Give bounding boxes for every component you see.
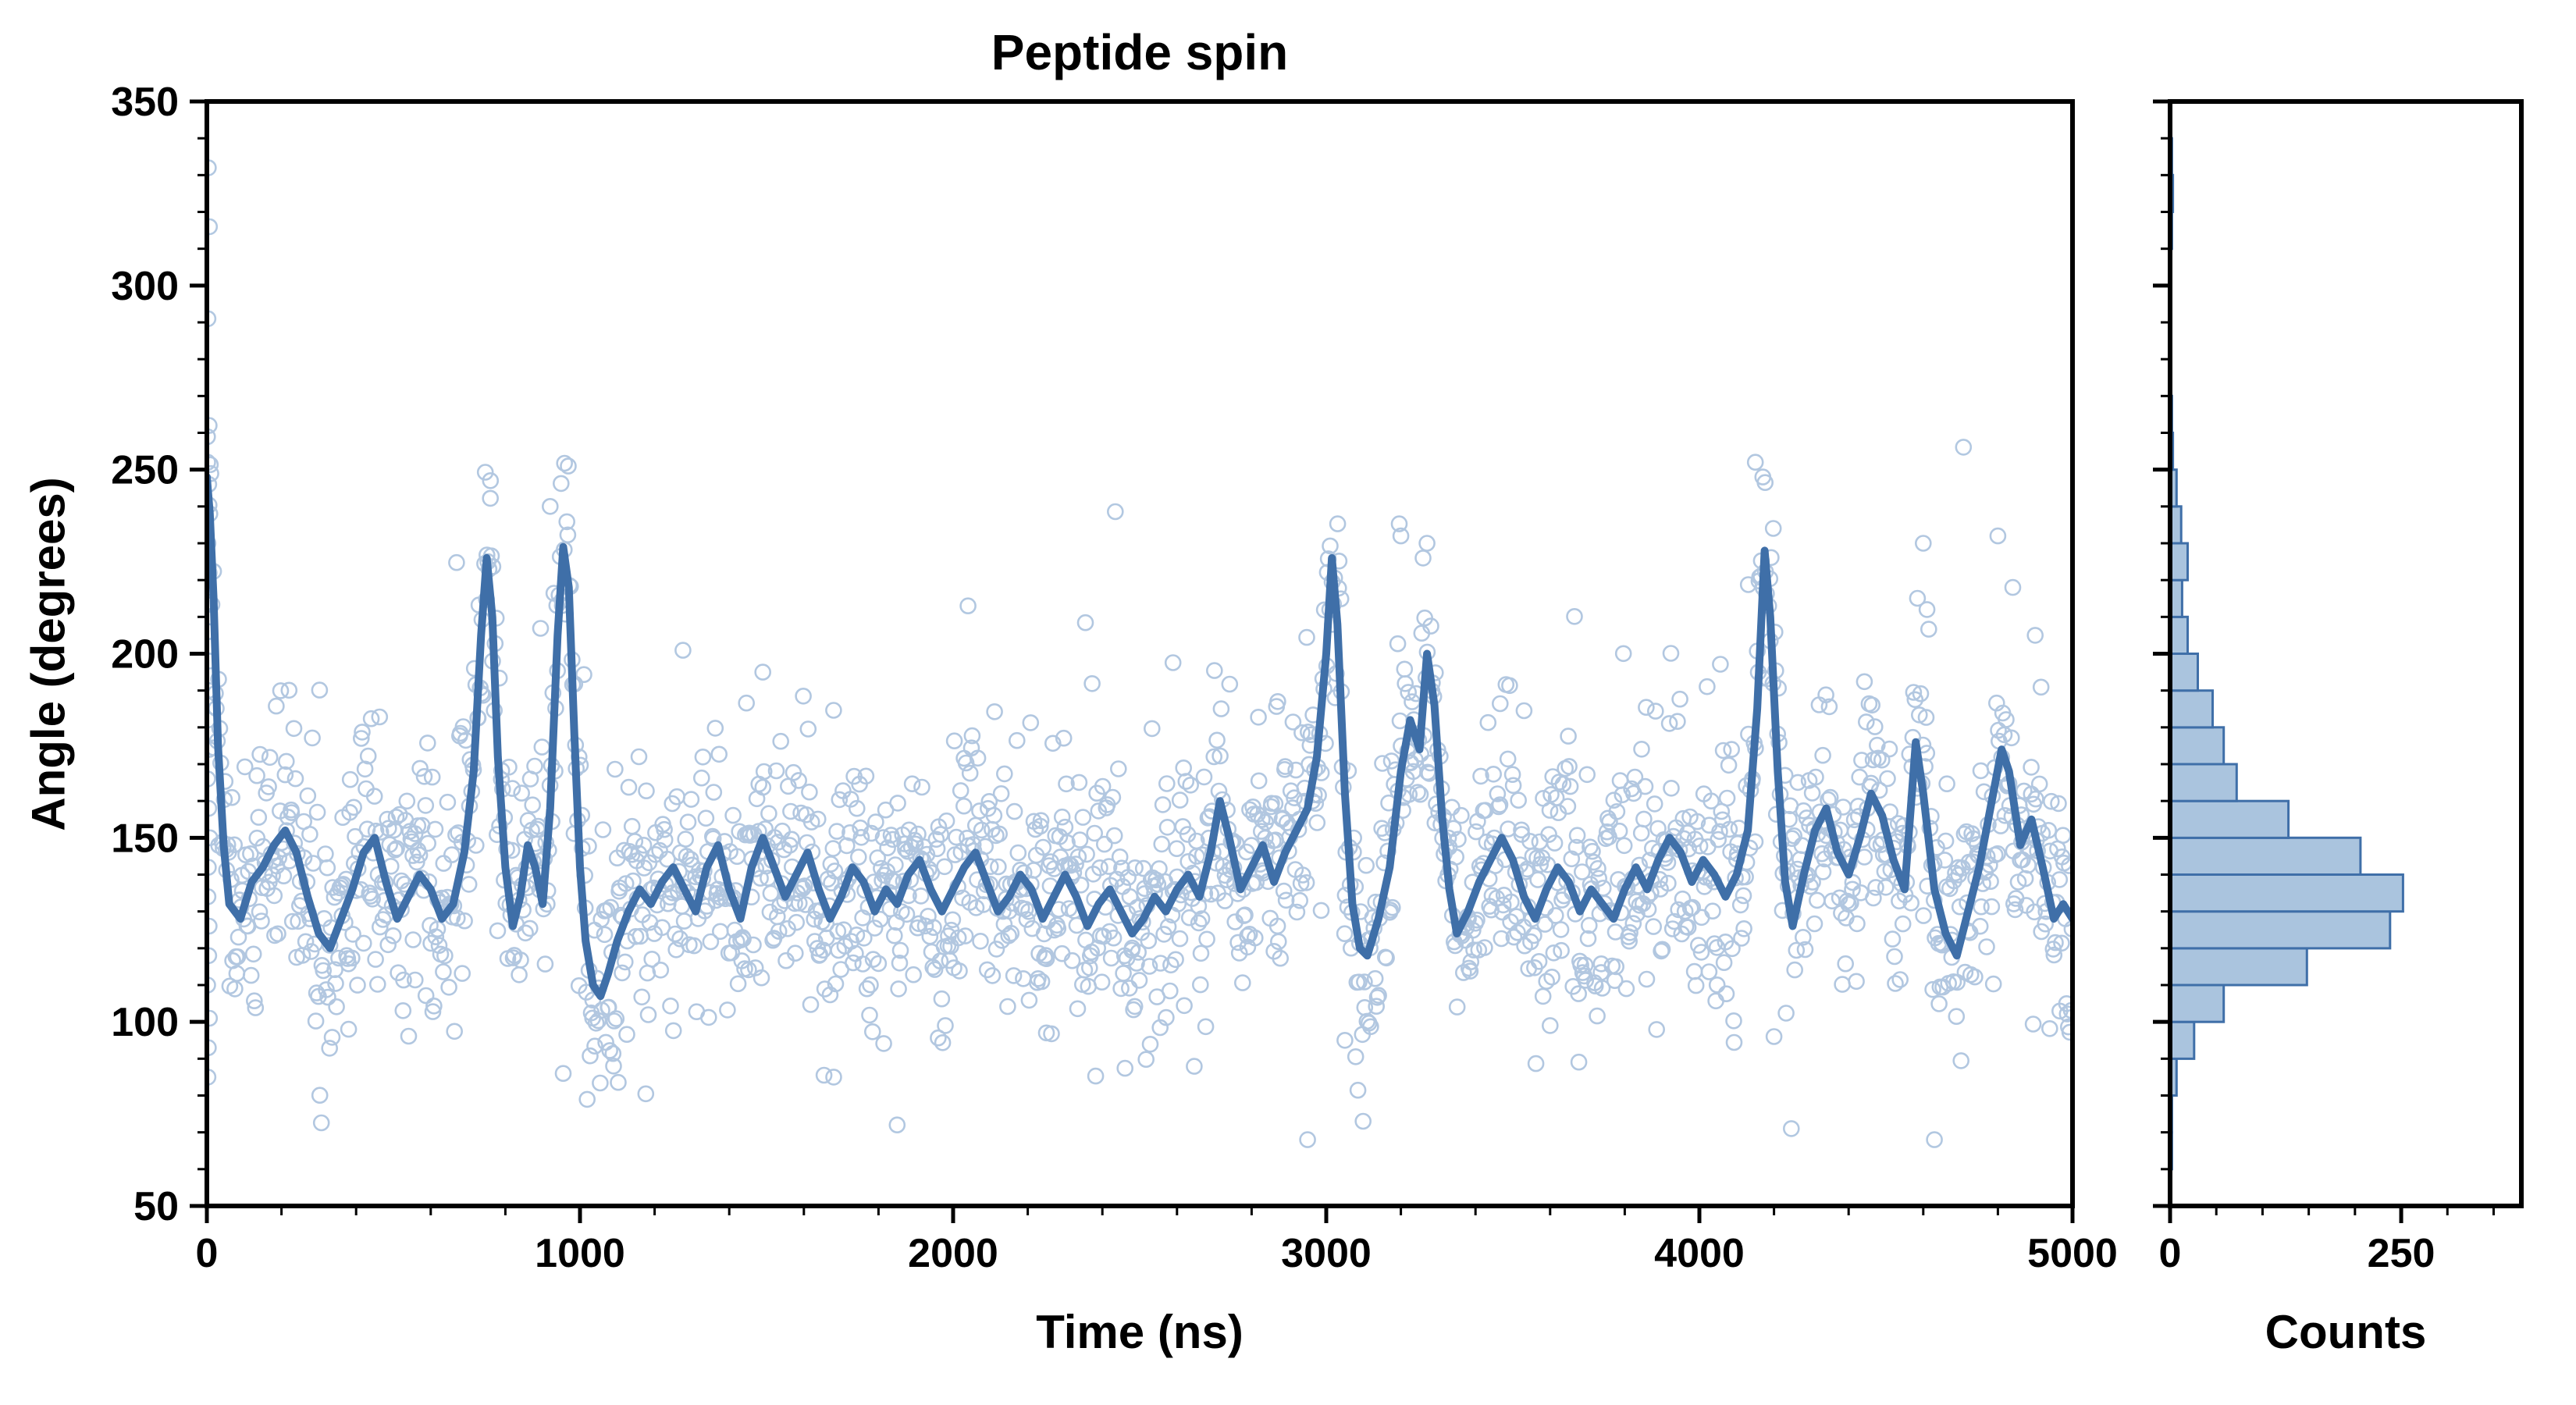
svg-text:3000: 3000 <box>1281 1231 1372 1276</box>
svg-text:1000: 1000 <box>535 1231 625 1276</box>
histogram-bars <box>2169 137 2404 1171</box>
trend-line <box>207 473 2073 1001</box>
hist-x-axis-label: Counts <box>2265 1306 2427 1358</box>
svg-text:0: 0 <box>196 1231 219 1276</box>
x-axis-label: Time (ns) <box>1036 1306 1244 1358</box>
axis-ticks <box>190 99 2495 1223</box>
svg-text:5000: 5000 <box>2027 1231 2118 1276</box>
svg-text:4000: 4000 <box>1654 1231 1745 1276</box>
chart-title: Peptide spin <box>991 24 1289 80</box>
svg-text:200: 200 <box>111 632 179 678</box>
svg-text:150: 150 <box>111 816 179 861</box>
svg-text:50: 50 <box>133 1184 179 1229</box>
svg-text:300: 300 <box>111 264 179 309</box>
svg-text:350: 350 <box>111 80 179 125</box>
svg-text:100: 100 <box>111 1000 179 1045</box>
tick-labels: 0 1000 2000 3000 4000 5000 50 100 150 200 250 300 35… <box>111 80 2435 1276</box>
svg-text:250: 250 <box>111 448 179 493</box>
svg-text:2000: 2000 <box>908 1231 998 1276</box>
svg-text:250: 250 <box>2368 1231 2435 1276</box>
svg-text:0: 0 <box>2159 1231 2182 1276</box>
